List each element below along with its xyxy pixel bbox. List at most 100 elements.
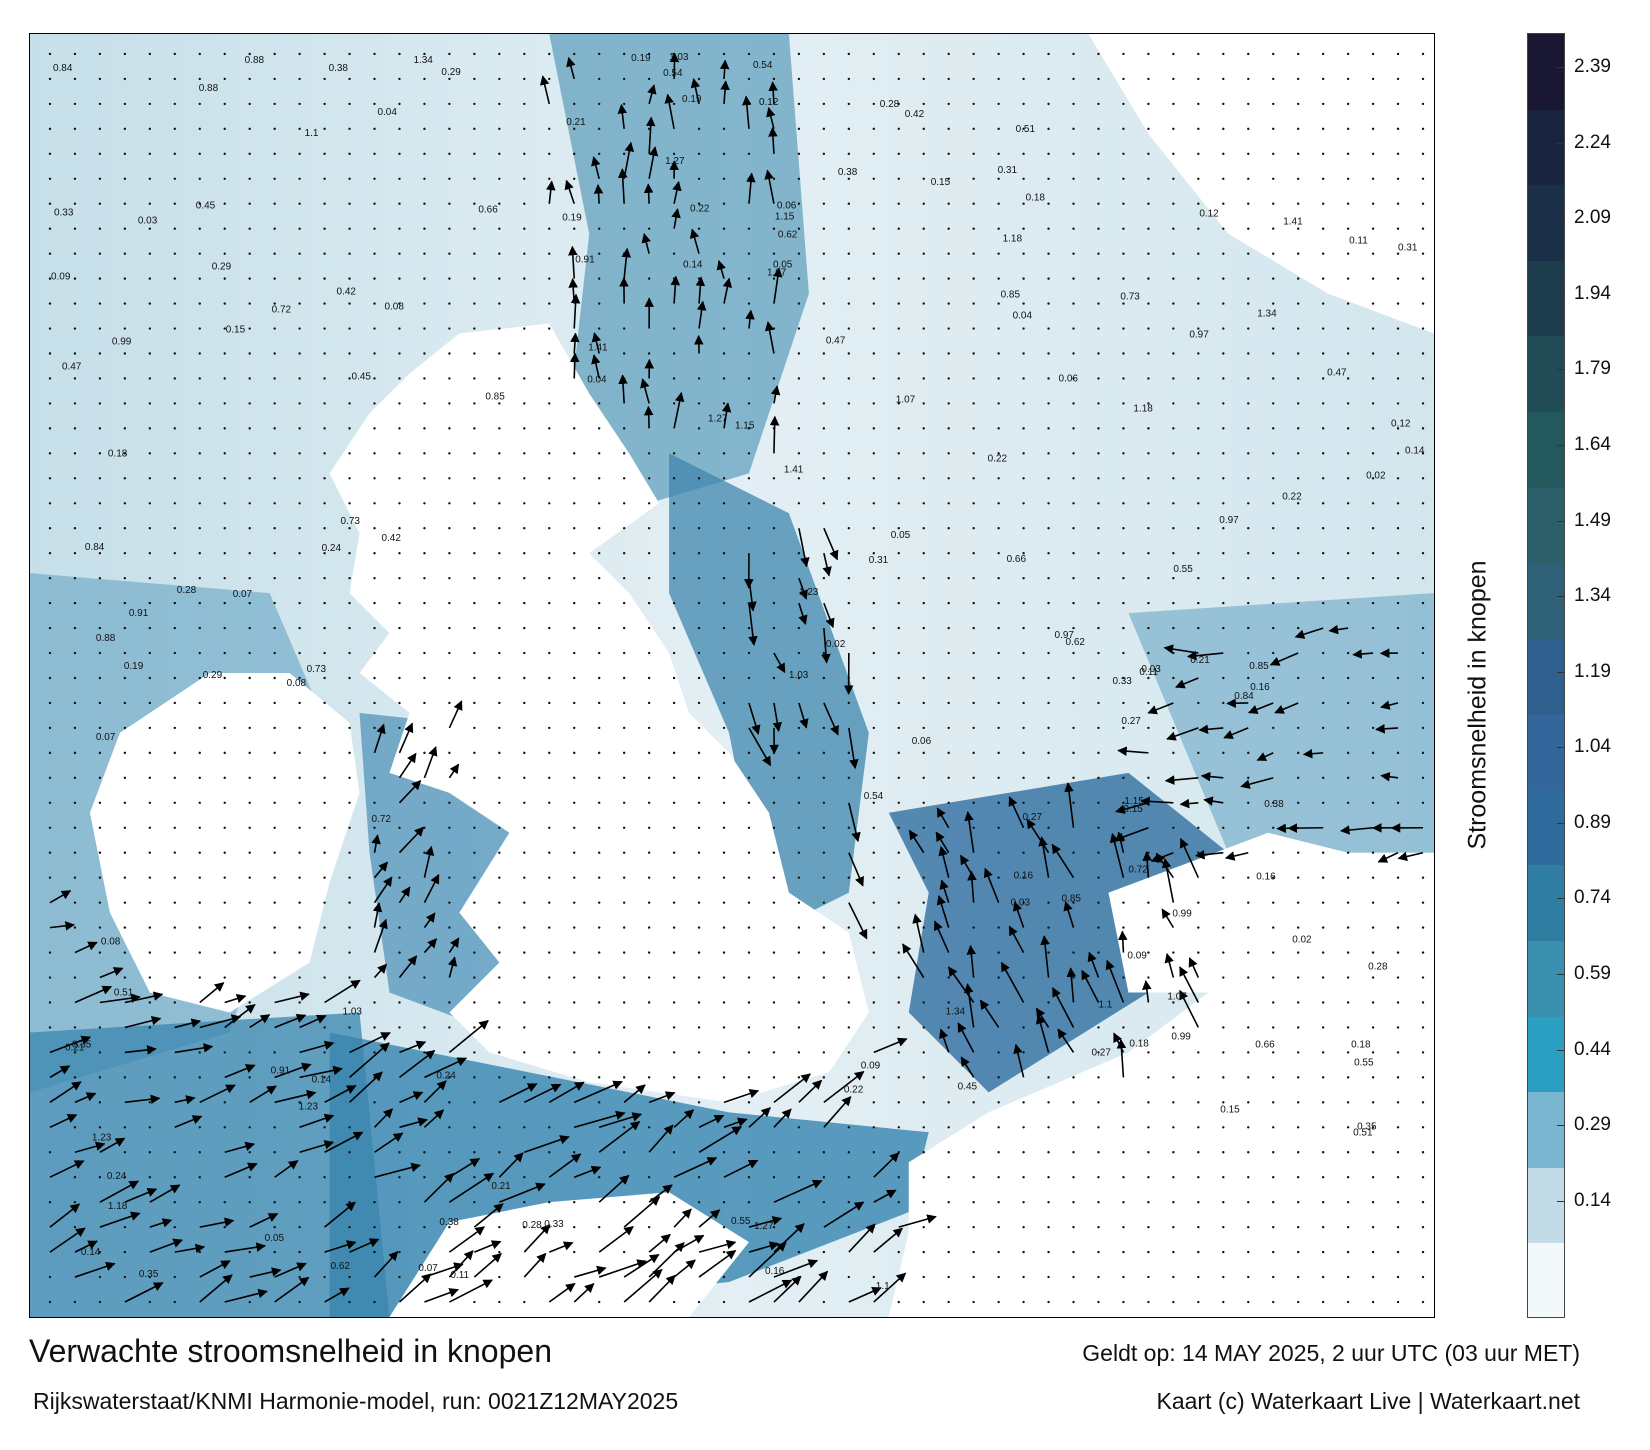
grid-dot (1172, 1275, 1175, 1279)
grid-dot (847, 626, 851, 630)
grid-dot (672, 1001, 676, 1004)
current-arrow (149, 1218, 173, 1228)
grid-dot (98, 726, 102, 730)
grid-dot (1247, 751, 1250, 755)
grid-dot (573, 1225, 576, 1229)
grid-dot (548, 551, 551, 555)
grid-dot (897, 951, 900, 954)
grid-dot (1147, 851, 1150, 854)
grid-dot (298, 826, 301, 829)
grid-dot (772, 901, 776, 904)
grid-dot (298, 177, 301, 180)
grid-dot (1197, 477, 1200, 480)
speed-label: 1.23 (299, 1101, 319, 1112)
current-arrow (1179, 837, 1200, 879)
grid-dot (523, 651, 526, 655)
speed-label: 0.45 (196, 201, 216, 212)
grid-dot (448, 626, 451, 630)
current-arrow (1223, 727, 1249, 739)
grid-dot (1396, 502, 1400, 505)
grid-dot (1197, 701, 1200, 705)
grid-dot (1072, 576, 1075, 580)
grid-dot (448, 701, 451, 705)
speed-label: 0.11 (450, 1270, 469, 1281)
grid-dot (747, 527, 751, 530)
current-arrow (99, 967, 124, 979)
current-arrow (617, 168, 628, 204)
grid-dot (672, 701, 676, 705)
grid-dot (747, 102, 751, 106)
grid-dot (1097, 402, 1100, 405)
grid-dot (1247, 801, 1250, 804)
current-arrow (1240, 777, 1274, 789)
grid-dot (1047, 52, 1050, 56)
grid-dot (1122, 1101, 1125, 1104)
current-arrow (1051, 843, 1075, 879)
grid-dot (797, 502, 801, 505)
speed-label: 0.05 (265, 1233, 285, 1244)
grid-dot (897, 352, 900, 355)
grid-dot (1396, 202, 1400, 205)
current-arrow (1164, 775, 1199, 785)
grid-dot (672, 826, 676, 829)
current-arrow (698, 1239, 737, 1253)
speed-label: 1.27 (665, 156, 685, 167)
grid-dot (473, 402, 476, 405)
grid-dot (148, 1300, 152, 1304)
speed-label: 1.23 (799, 587, 819, 598)
grid-dot (872, 327, 875, 330)
grid-dot (573, 452, 576, 455)
grid-dot (223, 1225, 226, 1229)
grid-dot (148, 1126, 152, 1129)
grid-dot (1122, 202, 1125, 205)
grid-dot (822, 477, 826, 480)
grid-dot (198, 901, 201, 904)
grid-dot (173, 1076, 176, 1079)
grid-dot (448, 851, 451, 854)
grid-dot (298, 726, 301, 730)
grid-dot (298, 102, 301, 106)
grid-dot (1247, 576, 1250, 580)
grid-dot (1272, 102, 1275, 106)
current-arrow (398, 886, 411, 904)
grid-dot (1172, 676, 1175, 680)
grid-dot (473, 252, 476, 255)
grid-dot (498, 427, 501, 430)
grid-dot (847, 327, 851, 330)
grid-dot (473, 1151, 476, 1154)
grid-dot (1047, 601, 1050, 605)
grid-dot (647, 676, 651, 680)
grid-dot (1072, 1101, 1075, 1104)
grid-dot (548, 1151, 551, 1154)
grid-dot (548, 976, 551, 979)
grid-dot (1122, 926, 1125, 929)
grid-dot (548, 776, 551, 780)
grid-dot (348, 77, 351, 81)
grid-dot (1022, 402, 1025, 405)
grid-dot (98, 551, 102, 555)
grid-dot (897, 327, 900, 330)
grid-dot (173, 951, 176, 954)
grid-dot (1097, 1126, 1100, 1129)
grid-dot (1371, 751, 1375, 755)
grid-dot (498, 527, 501, 530)
grid-dot (1247, 502, 1250, 505)
grid-dot (1396, 551, 1400, 555)
grid-dot (148, 327, 152, 330)
grid-dot (672, 102, 676, 106)
grid-dot (697, 1026, 701, 1029)
grid-dot (847, 1176, 851, 1179)
grid-dot (1321, 701, 1325, 705)
grid-dot (1047, 302, 1050, 305)
grid-dot (922, 1101, 925, 1104)
grid-dot (1296, 127, 1300, 131)
grid-dot (573, 477, 576, 480)
current-arrow (49, 921, 75, 931)
grid-dot (73, 77, 77, 81)
grid-dot (1321, 1300, 1325, 1304)
grid-dot (573, 901, 576, 904)
grid-dot (1072, 252, 1075, 255)
grid-dot (597, 77, 601, 81)
grid-dot (897, 127, 900, 131)
grid-dot (897, 576, 900, 580)
